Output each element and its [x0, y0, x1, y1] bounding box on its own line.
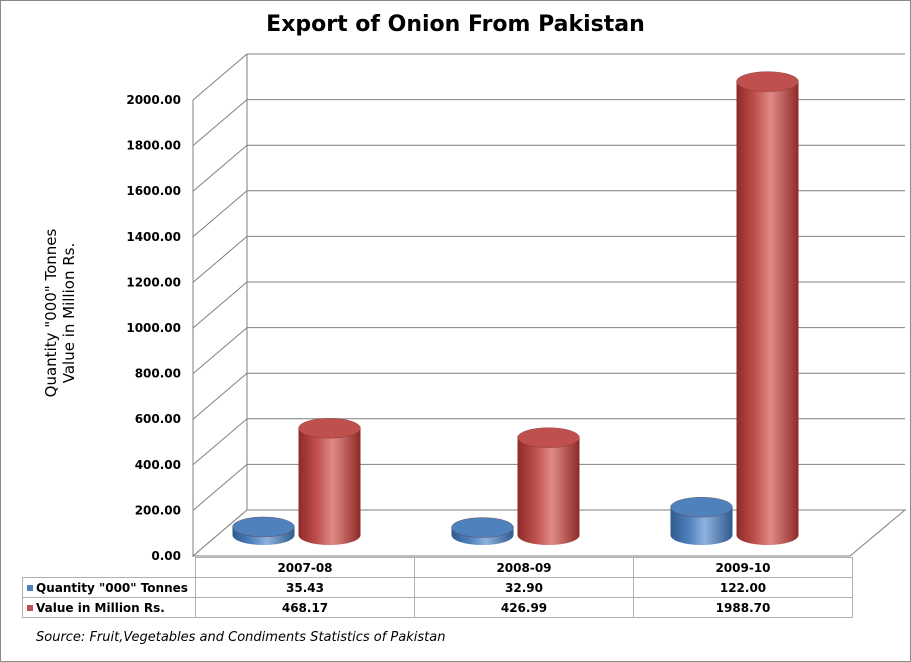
bar: [451, 517, 514, 545]
data-label: 426.99: [414, 597, 634, 618]
data-label: 32.90: [414, 577, 634, 598]
data-table-corner: [22, 557, 196, 578]
bars: [232, 71, 799, 545]
y-tick-label: 1200.00: [126, 275, 181, 289]
chart-plot-area: 0.00 200.00 400.00 600.00 800.00 1000.00 1200.…: [126, 53, 907, 560]
data-label: 35.43: [195, 577, 415, 598]
y-tick-label: 1400.00: [126, 230, 181, 244]
gridline-side: [192, 418, 248, 466]
bar-cap: [451, 517, 514, 538]
bar-body: [736, 81, 799, 545]
data-table-header-row: 2007-08 2008-09 2009-10: [22, 557, 853, 578]
bar-cap: [232, 516, 295, 538]
bar-cap: [517, 427, 580, 448]
legend-entry-quantity: Quantity "000" Tonnes: [22, 577, 196, 598]
data-label: 122.00: [633, 577, 853, 598]
y-tick-label: 800.00: [135, 367, 181, 381]
source-note: Source: Fruit,Vegetables and Condiments …: [36, 630, 446, 645]
y-tick-label: 1800.00: [126, 139, 181, 153]
bar: [517, 427, 580, 545]
data-label: 1988.70: [633, 597, 853, 618]
gridline-side: [192, 464, 248, 511]
data-label: 468.17: [195, 597, 415, 618]
bar-cap: [670, 497, 733, 518]
gridline-side: [192, 53, 248, 101]
y-tick-label: 1600.00: [126, 184, 181, 198]
gridline-side: [192, 281, 248, 329]
bar: [670, 497, 733, 545]
bar: [232, 516, 295, 545]
gridline-side: [192, 372, 248, 420]
gridline-side: [192, 327, 248, 374]
y-tick-label: 600.00: [135, 412, 181, 426]
y-tick-label: 200.00: [135, 503, 181, 517]
chart-title: Export of Onion From Pakistan: [266, 12, 645, 37]
y-tick-label: 2000.00: [126, 93, 181, 107]
gridline-side: [192, 236, 248, 283]
bar-body: [298, 428, 361, 545]
category-label-2009-10: 2009-10: [633, 557, 853, 578]
y-tick-labels: 0.00 200.00 400.00 600.00 800.00 1000.00 1200.…: [126, 93, 181, 560]
bar-cap: [736, 71, 799, 92]
gridline-side: [192, 144, 248, 192]
bar-body: [670, 507, 733, 545]
legend-swatch-red: [27, 605, 33, 611]
gridline-side: [192, 99, 248, 146]
y-tick-label: 1000.00: [126, 321, 181, 335]
category-label-2007-08: 2007-08: [195, 557, 415, 578]
y-tick-label: 0.00: [151, 549, 181, 560]
gridline-side: [192, 190, 248, 238]
data-table-row-quantity: Quantity "000" Tonnes 35.43 32.90 122.00: [22, 577, 853, 598]
bar-cap: [298, 418, 361, 439]
legend-entry-value: Value in Million Rs.: [22, 597, 196, 618]
category-label-2008-09: 2008-09: [414, 557, 634, 578]
data-table-row-value: Value in Million Rs. 468.17 426.99 1988.…: [22, 597, 853, 618]
y-tick-label: 400.00: [135, 458, 181, 472]
legend-swatch-blue: [27, 585, 33, 591]
bar: [298, 418, 361, 545]
data-table: 2007-08 2008-09 2009-10 Quantity "000" T…: [22, 557, 853, 618]
bar-body: [517, 437, 580, 545]
bar: [736, 71, 799, 545]
